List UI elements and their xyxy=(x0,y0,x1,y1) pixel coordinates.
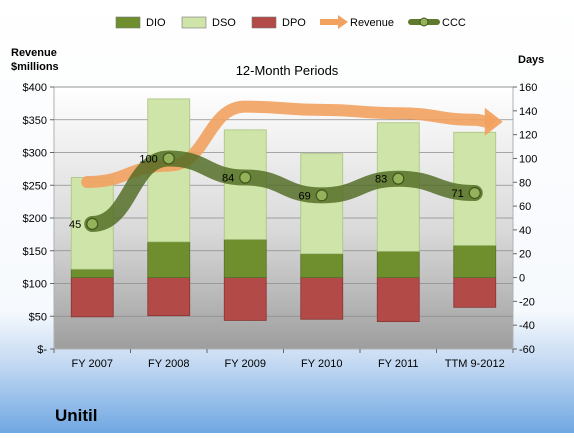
right-axis-tick-label: 60 xyxy=(519,201,531,213)
x-axis-category-label: FY 2007 xyxy=(72,358,113,370)
x-axis-category-label: FY 2011 xyxy=(378,358,419,370)
ccc-series: 45 100 84 69 83 71 xyxy=(69,150,483,232)
ccc-point xyxy=(86,217,99,231)
ccc-data-label: 69 xyxy=(299,190,311,202)
ccc-point xyxy=(468,186,481,200)
left-axis-tick-label: $100 xyxy=(23,279,47,291)
left-axis-tick-label: $400 xyxy=(23,82,47,94)
left-axis-tick-label: $350 xyxy=(23,115,47,127)
dpo-bar xyxy=(223,277,267,321)
company-name: Unitil xyxy=(55,406,98,425)
right-axis-tick-label: 140 xyxy=(519,106,537,118)
dio-bar xyxy=(300,253,344,278)
legend: DIO DSO DPO Revenue CCC xyxy=(115,15,466,29)
left-axis-tick-label: $- xyxy=(37,344,47,356)
legend-label-dso: DSO xyxy=(212,17,236,29)
dpo-bar xyxy=(147,277,191,317)
dio-bar xyxy=(376,250,420,278)
dso-bar xyxy=(300,153,344,255)
axes: $- $50 $100 $150 $200 $250 $300 $350 $400 -60 -40 -… xyxy=(23,82,538,370)
right-axis-tick-label: -40 xyxy=(519,320,535,332)
left-axis-tick-label: $300 xyxy=(23,148,47,160)
dio-bar xyxy=(453,244,497,278)
dio-bar xyxy=(147,241,191,278)
legend-arrow-head xyxy=(338,15,348,29)
right-axis-tick-label: 0 xyxy=(519,273,525,285)
dpo-bar xyxy=(453,277,497,308)
ccc-point xyxy=(162,152,175,165)
dpo-bar xyxy=(300,277,344,320)
left-axis-tick-label: $250 xyxy=(23,180,47,192)
ccc-data-label: 83 xyxy=(375,174,387,186)
legend-label-ccc: CCC xyxy=(442,17,466,29)
right-axis-tick-label: 160 xyxy=(519,82,537,94)
chart-title: 12-Month Periods xyxy=(236,63,339,78)
right-axis-tick-label: -60 xyxy=(519,344,535,356)
x-axis-category-label: FY 2008 xyxy=(148,358,189,370)
legend-ccc-dot xyxy=(419,17,429,27)
right-axis-label: Days xyxy=(518,54,544,66)
ccc-data-label: 45 xyxy=(69,219,81,231)
x-axis-category-label: FY 2010 xyxy=(301,358,342,370)
legend-label-dio: DIO xyxy=(146,17,166,29)
x-axis-category-label: TTM 9-2012 xyxy=(445,358,505,370)
ccc-data-label: 100 xyxy=(139,153,157,165)
left-axis-label-line1: Revenue xyxy=(11,47,57,59)
right-axis-tick-label: 80 xyxy=(519,177,531,189)
left-axis-label-line2: $millions xyxy=(11,61,59,73)
right-axis-tick-label: 100 xyxy=(519,153,537,165)
right-axis-tick-label: 40 xyxy=(519,225,531,237)
ccc-point xyxy=(315,189,328,202)
left-axis-tick-label: $50 xyxy=(29,311,47,323)
gridlines xyxy=(54,86,513,317)
left-axis-tick-label: $200 xyxy=(23,213,47,225)
ccc-point xyxy=(392,172,405,185)
dpo-bar xyxy=(70,277,114,318)
legend-label-revenue: Revenue xyxy=(350,17,394,29)
x-axis-category-label: FY 2009 xyxy=(225,358,266,370)
dpo-bar xyxy=(376,277,420,323)
legend-swatch-dpo xyxy=(251,16,277,29)
right-axis-tick-label: 120 xyxy=(519,130,537,142)
right-axis-tick-label: 20 xyxy=(519,249,531,261)
legend-label-dpo: DPO xyxy=(282,17,306,29)
dio-bar xyxy=(70,268,114,278)
ccc-line xyxy=(84,150,483,232)
ccc-data-label: 71 xyxy=(452,188,464,200)
ccc-data-label: 84 xyxy=(222,173,234,185)
ccc-point xyxy=(239,171,252,184)
left-axis-tick-label: $150 xyxy=(23,246,47,258)
right-axis-tick-label: -20 xyxy=(519,296,535,308)
legend-swatch-dio xyxy=(115,16,141,29)
legend-swatch-dso xyxy=(181,16,207,29)
dio-bar xyxy=(223,239,267,278)
revenue-arrowhead xyxy=(484,107,503,136)
